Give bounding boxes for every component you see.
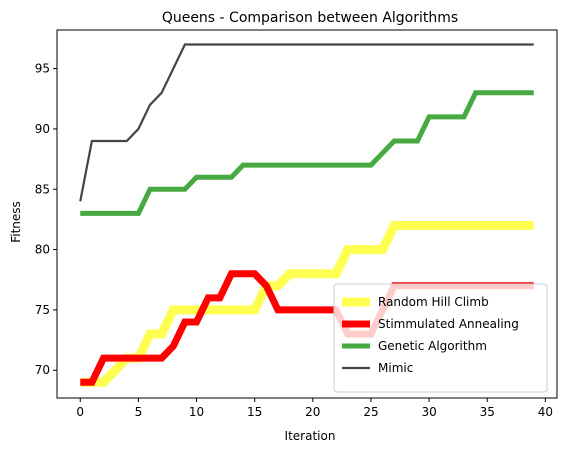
y-tick-label: 80	[35, 243, 50, 257]
y-axis-label: Fitness	[9, 201, 23, 243]
x-tick-label: 10	[189, 405, 204, 419]
x-tick-label: 25	[363, 405, 378, 419]
legend-label: Random Hill Climb	[378, 295, 489, 309]
x-axis-label: Iteration	[285, 429, 336, 443]
x-tick-label: 5	[135, 405, 143, 419]
series-line-genetic-algorithm	[80, 90, 534, 216]
legend-box	[333, 283, 548, 393]
chart-title: Queens - Comparison between Algorithms	[162, 10, 458, 26]
legend-label: Mimic	[378, 361, 413, 375]
y-tick-label: 75	[35, 303, 50, 317]
series-line-random-hill-climb	[80, 220, 534, 387]
x-tick-label: 0	[76, 405, 84, 419]
y-tick-label: 85	[35, 182, 50, 196]
plot-frame	[56, 29, 558, 399]
y-tick-label: 70	[35, 363, 50, 377]
legend: Random Hill Climb Stimmulated Annealing Ge…	[333, 283, 548, 393]
legend-label: Genetic Algorithm	[378, 339, 487, 353]
y-tick-label: 90	[35, 122, 50, 136]
x-tick-label: 15	[247, 405, 262, 419]
y-tick-label: 95	[35, 62, 50, 76]
y-axis: 70 75 80 85 90 95	[35, 62, 57, 377]
legend-label: Stimmulated Annealing	[378, 317, 519, 331]
series-line-mimic	[79, 43, 534, 202]
x-axis: 0 5 10 15 20 25 30 35 40	[76, 398, 553, 419]
x-tick-label: 30	[421, 405, 436, 419]
x-tick-label: 40	[538, 405, 553, 419]
x-tick-label: 20	[305, 405, 320, 419]
x-tick-label: 35	[480, 405, 495, 419]
